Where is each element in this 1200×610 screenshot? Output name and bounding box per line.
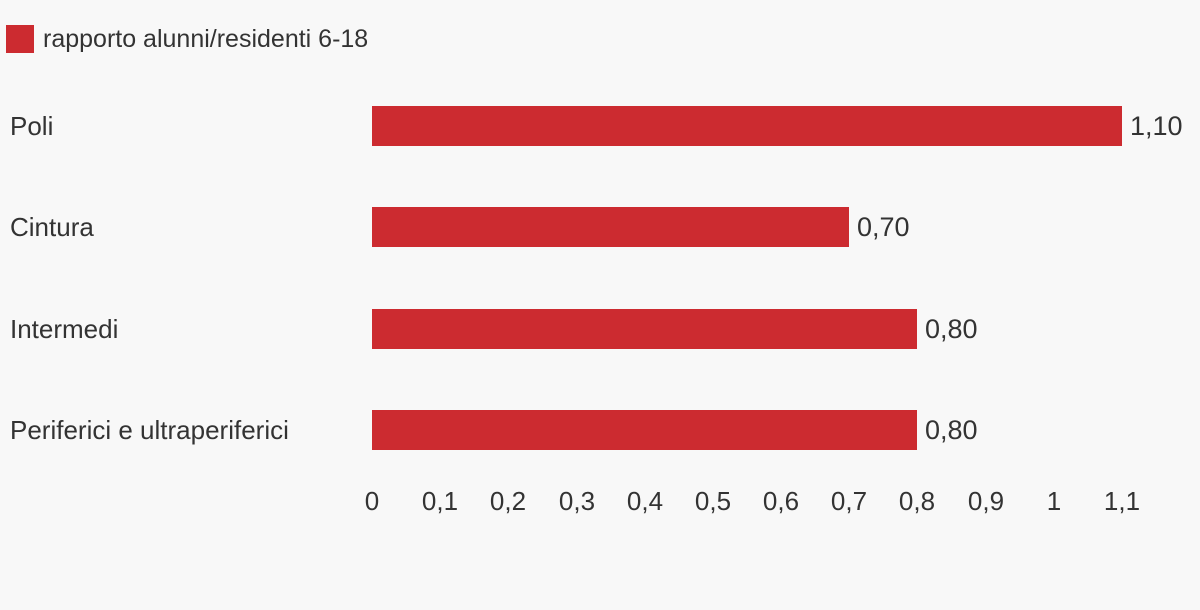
x-axis-tick-label: 0,5 [694,486,732,516]
x-axis-tick-label: 0,9 [967,486,1005,516]
x-axis-tick-label: 1,1 [1103,486,1141,516]
value-label: 0,70 [857,212,910,242]
value-label: 0,80 [925,314,978,344]
bar [372,207,849,247]
x-axis-tick-label: 0,6 [762,486,800,516]
category-label: Intermedi [10,314,119,344]
x-axis: 0 0,1 0,2 0,3 0,4 0,5 0,6 0,7 0,8 0,9 1 1,1 [0,484,1200,518]
bar [372,106,1122,146]
x-axis-tick-label: 0 [364,486,380,516]
bar [372,410,917,450]
bar-row: Intermedi 0,80 [0,309,1200,349]
x-axis-tick-label: 0,1 [421,486,459,516]
x-axis-tick-label: 0,2 [489,486,527,516]
category-label: Poli [10,111,54,141]
x-axis-tick-label: 0,7 [830,486,868,516]
x-axis-tick-label: 0,8 [898,486,936,516]
legend: rapporto alunni/residenti 6-18 [6,24,368,54]
x-axis-tick-label: 1 [1046,486,1062,516]
value-label: 0,80 [925,415,978,445]
category-label: Cintura [10,212,94,242]
bar-row: Cintura 0,70 [0,207,1200,247]
value-label: 1,10 [1130,111,1183,141]
bar-row: Periferici e ultraperiferici 0,80 [0,410,1200,450]
bar [372,309,917,349]
category-label: Periferici e ultraperiferici [10,415,289,445]
x-axis-tick-label: 0,4 [626,486,664,516]
legend-label: rapporto alunni/residenti 6-18 [43,25,369,53]
x-axis-tick-label: 0,3 [558,486,596,516]
bar-row: Poli 1,10 [0,106,1200,146]
legend-swatch [6,25,34,53]
